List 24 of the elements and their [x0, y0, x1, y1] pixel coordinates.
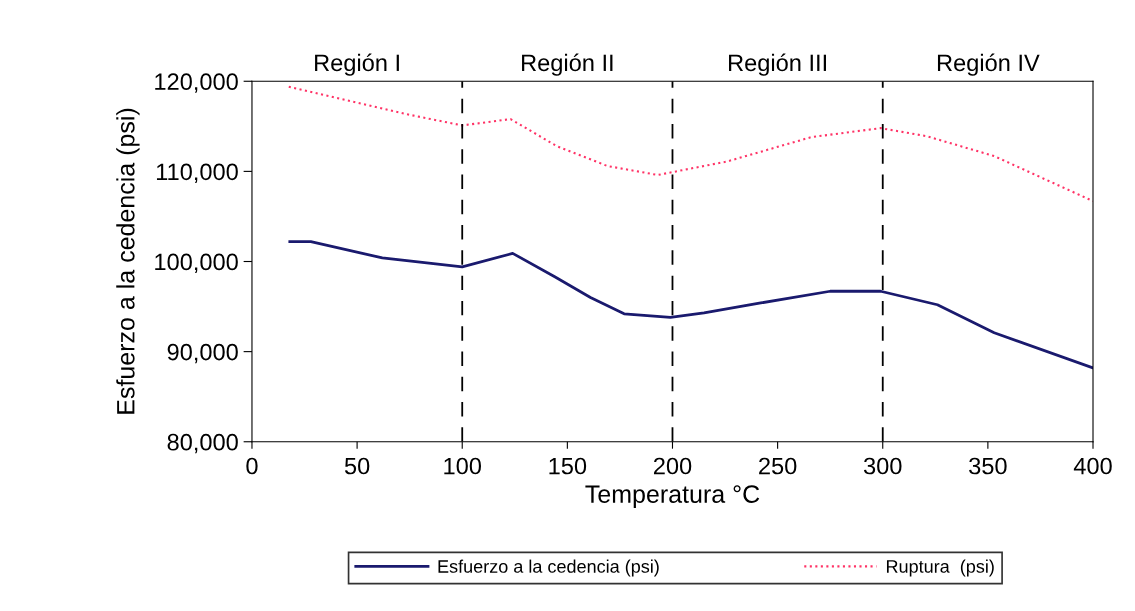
text: Región III — [729, 53, 826, 76]
x-axis-title: Temperatura °C — [585, 485, 760, 508]
x-tick-label: 250 — [759, 457, 797, 475]
x-tick-label: 150 — [549, 457, 587, 475]
y-tick-label: 80,000 — [167, 433, 238, 454]
text: Región I — [315, 53, 399, 76]
x-tick-label: 350 — [969, 457, 1007, 475]
x-tick-label: 400 — [1073, 457, 1112, 475]
text: Región II — [522, 53, 613, 76]
y-tick-label: 90,000 — [167, 343, 238, 364]
line-series — [287, 85, 1093, 203]
y-tick-label: 120,000 — [155, 73, 238, 93]
y-tick-label: 100,000 — [155, 253, 238, 274]
x-tick-label: 100 — [444, 457, 481, 475]
y-tick-label: 110,000 — [156, 163, 238, 183]
x-tick-label: 50 — [344, 457, 370, 475]
x-tick-label: 300 — [863, 457, 902, 475]
legend-label: Ruptura (psi) — [886, 559, 994, 577]
y-axis-title: Esfuerzo a la cedencia (psi) — [116, 108, 140, 414]
text: Región IV — [937, 53, 1040, 76]
x-tick-label: 0 — [246, 457, 258, 475]
legend-label: Esfuerzo a la cedencia (psi) — [438, 559, 659, 577]
line-series — [288, 240, 1093, 370]
x-tick-label: 200 — [653, 457, 692, 475]
